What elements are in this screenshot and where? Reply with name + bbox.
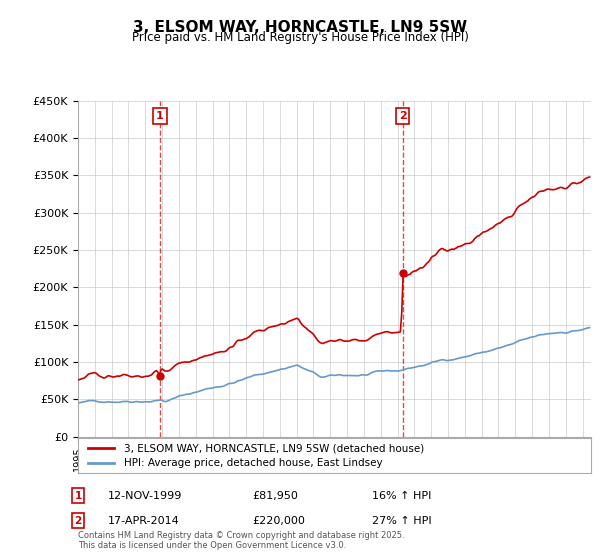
Text: 27% ↑ HPI: 27% ↑ HPI [372, 516, 431, 526]
Text: 3, ELSOM WAY, HORNCASTLE, LN9 5SW: 3, ELSOM WAY, HORNCASTLE, LN9 5SW [133, 20, 467, 35]
Text: 3, ELSOM WAY, HORNCASTLE, LN9 5SW (detached house): 3, ELSOM WAY, HORNCASTLE, LN9 5SW (detac… [124, 443, 424, 453]
Text: 2: 2 [74, 516, 82, 526]
Text: 1: 1 [156, 111, 164, 121]
Text: 1: 1 [74, 491, 82, 501]
Text: 12-NOV-1999: 12-NOV-1999 [108, 491, 182, 501]
Text: 17-APR-2014: 17-APR-2014 [108, 516, 180, 526]
Text: £220,000: £220,000 [252, 516, 305, 526]
Text: HPI: Average price, detached house, East Lindsey: HPI: Average price, detached house, East… [124, 459, 383, 469]
Text: Contains HM Land Registry data © Crown copyright and database right 2025.
This d: Contains HM Land Registry data © Crown c… [78, 530, 404, 550]
Text: 16% ↑ HPI: 16% ↑ HPI [372, 491, 431, 501]
Text: Price paid vs. HM Land Registry's House Price Index (HPI): Price paid vs. HM Land Registry's House … [131, 31, 469, 44]
Text: £81,950: £81,950 [252, 491, 298, 501]
Text: 2: 2 [399, 111, 406, 121]
